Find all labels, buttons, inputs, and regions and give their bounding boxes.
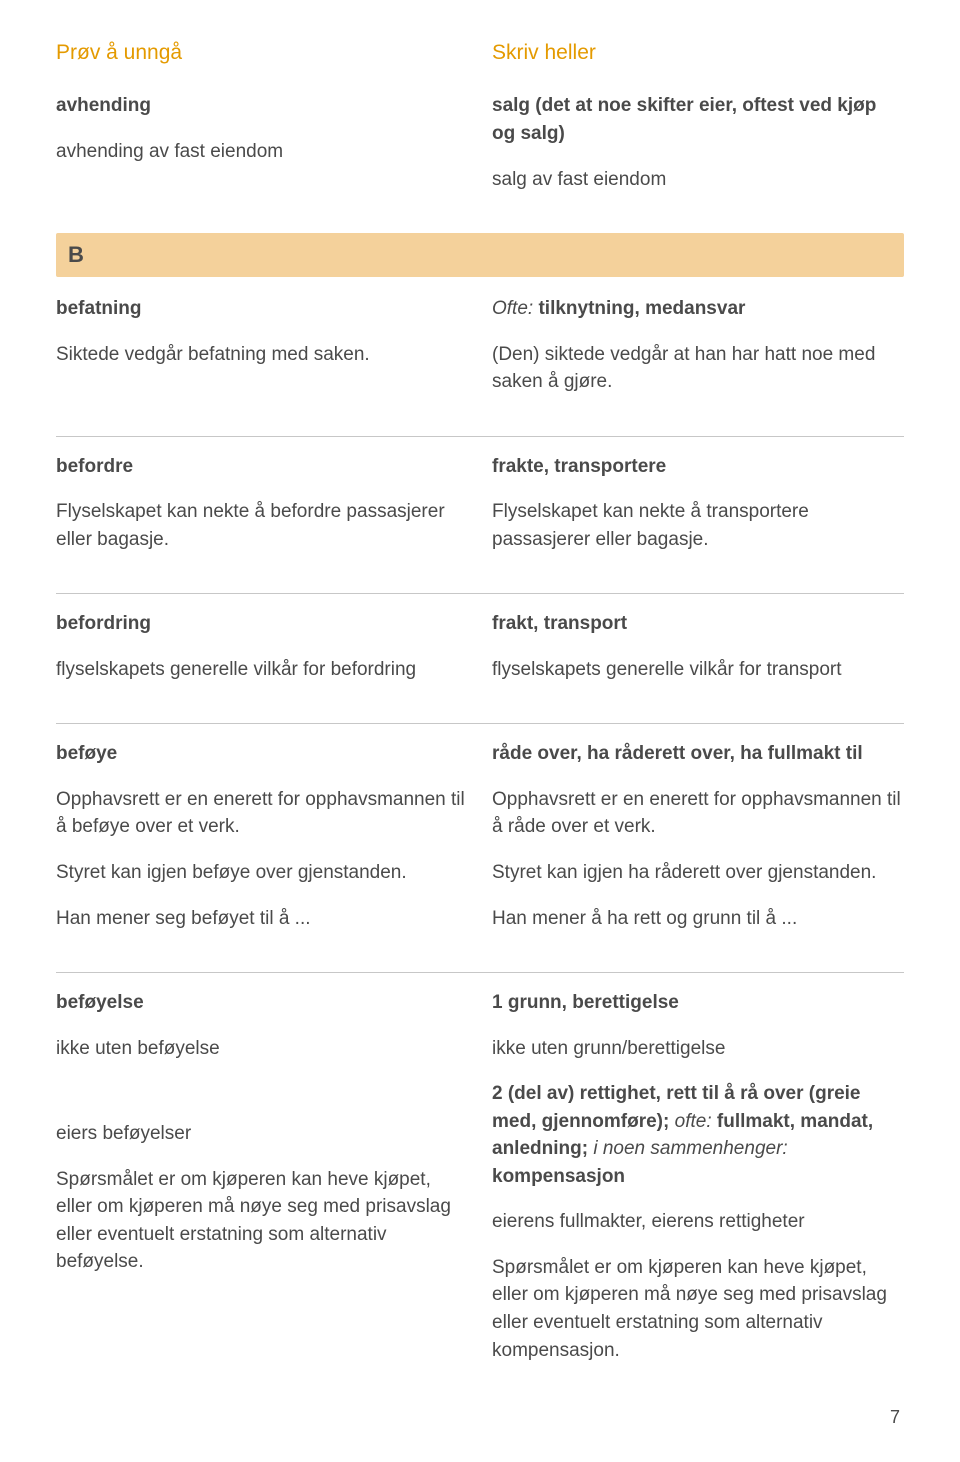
para: Opphavsrett er en enerett for opphavsman… (56, 786, 468, 841)
para: eierens fullmakter, eierens rettigheter (492, 1208, 904, 1236)
divider (56, 436, 904, 437)
para: Opphavsrett er en enerett for opphavsman… (492, 786, 904, 841)
entry-right: frakt, transport flyselskapets generelle … (480, 610, 904, 701)
para: befordre (56, 453, 468, 481)
text: flyselskapets generelle vilkår for trans… (492, 659, 842, 680)
entry-left: avhending avhending av fast eiendom (56, 92, 480, 211)
entry-row: beføye Opphavsrett er en enerett for opph… (56, 740, 904, 950)
text: Opphavsrett er en enerett for opphavsman… (56, 789, 465, 838)
para: Spørsmålet er om kjøperen kan heve kjøpe… (492, 1254, 904, 1364)
entry-left: befordre Flyselskapet kan nekte å befordr… (56, 453, 480, 572)
section-entries: befatning Siktede vedgår befatning med sa… (56, 295, 904, 1382)
gap (56, 1080, 468, 1100)
para: Ofte: tilknytning, medansvar (492, 295, 904, 323)
para: Styret kan igjen ha råderett over gjenst… (492, 859, 904, 887)
italic-prefix: Ofte: (492, 298, 533, 319)
divider (56, 723, 904, 724)
para: avhending (56, 92, 468, 120)
text: ikke uten grunn/berettigelse (492, 1038, 725, 1059)
entry-row: befatning Siktede vedgår befatning med sa… (56, 295, 904, 414)
para: eiers beføyelser (56, 1120, 468, 1148)
text: 1 grunn, berettigelse (492, 992, 679, 1013)
text: Opphavsrett er en enerett for opphavsman… (492, 789, 901, 838)
entry-row: befordre Flyselskapet kan nekte å befordr… (56, 453, 904, 572)
para: Han mener å ha rett og grunn til å ... (492, 905, 904, 933)
text: salg av fast eiendom (492, 169, 666, 190)
para: befordring (56, 610, 468, 638)
section-letter-bar: B (56, 233, 904, 277)
section-letter: B (68, 242, 84, 267)
text: råde over, ha råderett over, ha fullmakt… (492, 743, 863, 764)
table-header: Prøv å unngå Skriv heller (56, 38, 904, 68)
gap (56, 1100, 468, 1120)
para: 1 grunn, berettigelse (492, 989, 904, 1017)
text: beføyelse (56, 992, 144, 1013)
text: Siktede vedgår befatning med saken. (56, 344, 370, 365)
text: Han mener å ha rett og grunn til å ... (492, 908, 797, 929)
para: salg (det at noe skifter eier, oftest ve… (492, 92, 904, 147)
text: (Den) siktede vedgår at han har hatt noe… (492, 344, 875, 393)
text: befatning (56, 298, 142, 319)
text: Flyselskapet kan nekte å befordre passas… (56, 501, 445, 550)
text: flyselskapets generelle vilkår for befor… (56, 659, 416, 680)
text: frakt, transport (492, 613, 627, 634)
para: Han mener seg beføyet til å ... (56, 905, 468, 933)
pre-section-entries: avhending avhending av fast eiendom salg (… (56, 92, 904, 211)
header-left: Prøv å unngå (56, 38, 480, 68)
para: salg av fast eiendom (492, 166, 904, 194)
entry-left: befatning Siktede vedgår befatning med sa… (56, 295, 480, 414)
para: Siktede vedgår befatning med saken. (56, 341, 468, 369)
entry-row: avhending avhending av fast eiendom salg (… (56, 92, 904, 211)
text: avhending (56, 95, 151, 116)
page-number: 7 (56, 1404, 904, 1430)
para: (Den) siktede vedgår at han har hatt noe… (492, 341, 904, 396)
entry-right: råde over, ha råderett over, ha fullmakt… (480, 740, 904, 950)
divider (56, 593, 904, 594)
text: beføye (56, 743, 117, 764)
para: flyselskapets generelle vilkår for trans… (492, 656, 904, 684)
text: Han mener seg beføyet til å ... (56, 908, 311, 929)
text: eierens fullmakter, eierens rettigheter (492, 1211, 805, 1232)
para: avhending av fast eiendom (56, 138, 468, 166)
entry-left: beføye Opphavsrett er en enerett for opph… (56, 740, 480, 950)
para: befatning (56, 295, 468, 323)
para: flyselskapets generelle vilkår for befor… (56, 656, 468, 684)
text: Spørsmålet er om kjøperen kan heve kjøpe… (492, 1257, 887, 1361)
text: salg (det at noe skifter eier, oftest ve… (492, 95, 876, 144)
entry-right: Ofte: tilknytning, medansvar (Den) sikted… (480, 295, 904, 414)
text: frakte, transportere (492, 456, 666, 477)
para: Flyselskapet kan nekte å transportere pa… (492, 498, 904, 553)
entry-left: befordring flyselskapets generelle vilkår… (56, 610, 480, 701)
para: råde over, ha råderett over, ha fullmakt… (492, 740, 904, 768)
para: ikke uten grunn/berettigelse (492, 1035, 904, 1063)
text: befordring (56, 613, 151, 634)
entry-right: 1 grunn, berettigelse ikke uten grunn/ber… (480, 989, 904, 1382)
text: avhending av fast eiendom (56, 141, 283, 162)
para: beføyelse (56, 989, 468, 1017)
para: Spørsmålet er om kjøperen kan heve kjøpe… (56, 1166, 468, 1276)
divider (56, 972, 904, 973)
header-right: Skriv heller (480, 38, 904, 68)
para: ikke uten beføyelse (56, 1035, 468, 1063)
entry-row: beføyelse ikke uten beføyelse eiers beføye… (56, 989, 904, 1382)
para: Flyselskapet kan nekte å befordre passas… (56, 498, 468, 553)
entry-left: beføyelse ikke uten beføyelse eiers beføye… (56, 989, 480, 1382)
text: eiers beføyelser (56, 1123, 191, 1144)
text: Styret kan igjen ha råderett over gjenst… (492, 862, 876, 883)
para: Styret kan igjen beføye over gjenstanden… (56, 859, 468, 887)
text: Styret kan igjen beføye over gjenstanden… (56, 862, 407, 883)
text: Spørsmålet er om kjøperen kan heve kjøpe… (56, 1169, 451, 1273)
entry-right: frakte, transportere Flyselskapet kan nek… (480, 453, 904, 572)
page: Prøv å unngå Skriv heller avhendingavhen… (0, 0, 960, 1462)
text: befordre (56, 456, 133, 477)
text: Flyselskapet kan nekte å transportere pa… (492, 501, 809, 550)
para: frakte, transportere (492, 453, 904, 481)
para: beføye (56, 740, 468, 768)
text: ikke uten beføyelse (56, 1038, 220, 1059)
text: tilknytning, medansvar (533, 298, 745, 319)
para: 2 (del av) rettighet, rett til å rå over… (492, 1080, 904, 1190)
entry-right: salg (det at noe skifter eier, oftest ve… (480, 92, 904, 211)
para: frakt, transport (492, 610, 904, 638)
entry-row: befordring flyselskapets generelle vilkår… (56, 610, 904, 701)
